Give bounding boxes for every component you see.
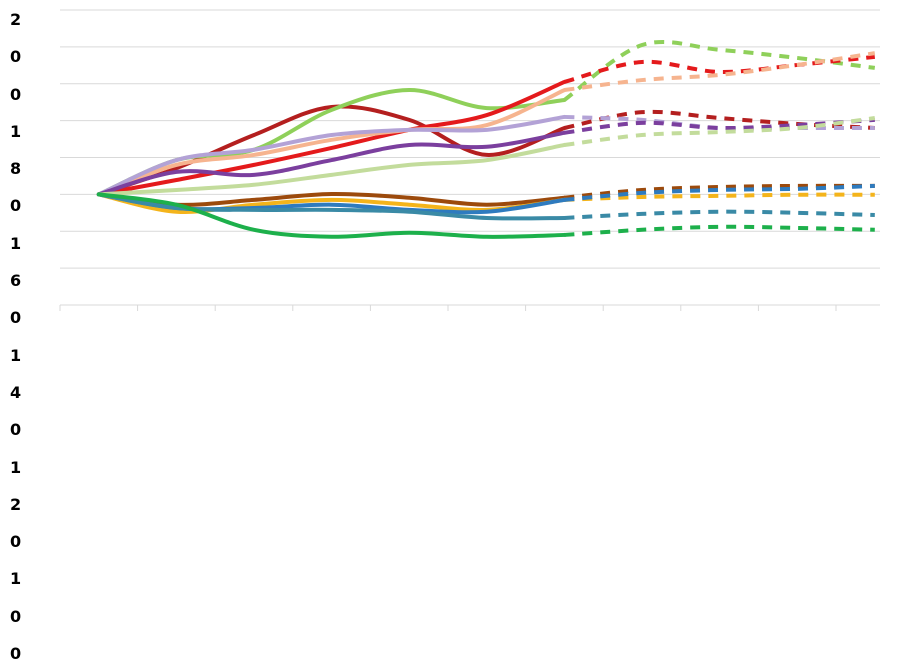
- series-line: [96, 130, 567, 197]
- series-line-dashed: [564, 183, 875, 202]
- y-tick-label: 200: [10, 10, 22, 104]
- series-line: [96, 88, 567, 197]
- chart: [59, 9, 880, 311]
- y-tick-label: 180: [10, 121, 22, 216]
- series-line-dashed: [563, 39, 876, 102]
- series-line: [96, 79, 567, 197]
- page: {"chart_data": { "type": "line", "catego…: [10, 9, 880, 664]
- series-line: [96, 192, 567, 239]
- series-line-dashed: [564, 114, 875, 131]
- series-line-dashed: [564, 51, 876, 93]
- series-line: [96, 142, 567, 197]
- series-line-dashed: [564, 192, 875, 202]
- series-line-dashed: [564, 117, 875, 135]
- series-line: [96, 114, 567, 197]
- y-tick-label: 100: [10, 569, 22, 664]
- y-tick-label: 160: [10, 233, 22, 328]
- series-line-dashed: [564, 116, 876, 147]
- series-line-dashed: [564, 183, 875, 200]
- series-line-dashed: [564, 209, 875, 220]
- series-line-dashed: [563, 109, 875, 130]
- y-tick-label: 120: [10, 457, 22, 552]
- series-line: [96, 192, 567, 221]
- series-line: [96, 104, 567, 197]
- series-line-dashed: [564, 224, 875, 237]
- series-line-dashed: [563, 54, 876, 84]
